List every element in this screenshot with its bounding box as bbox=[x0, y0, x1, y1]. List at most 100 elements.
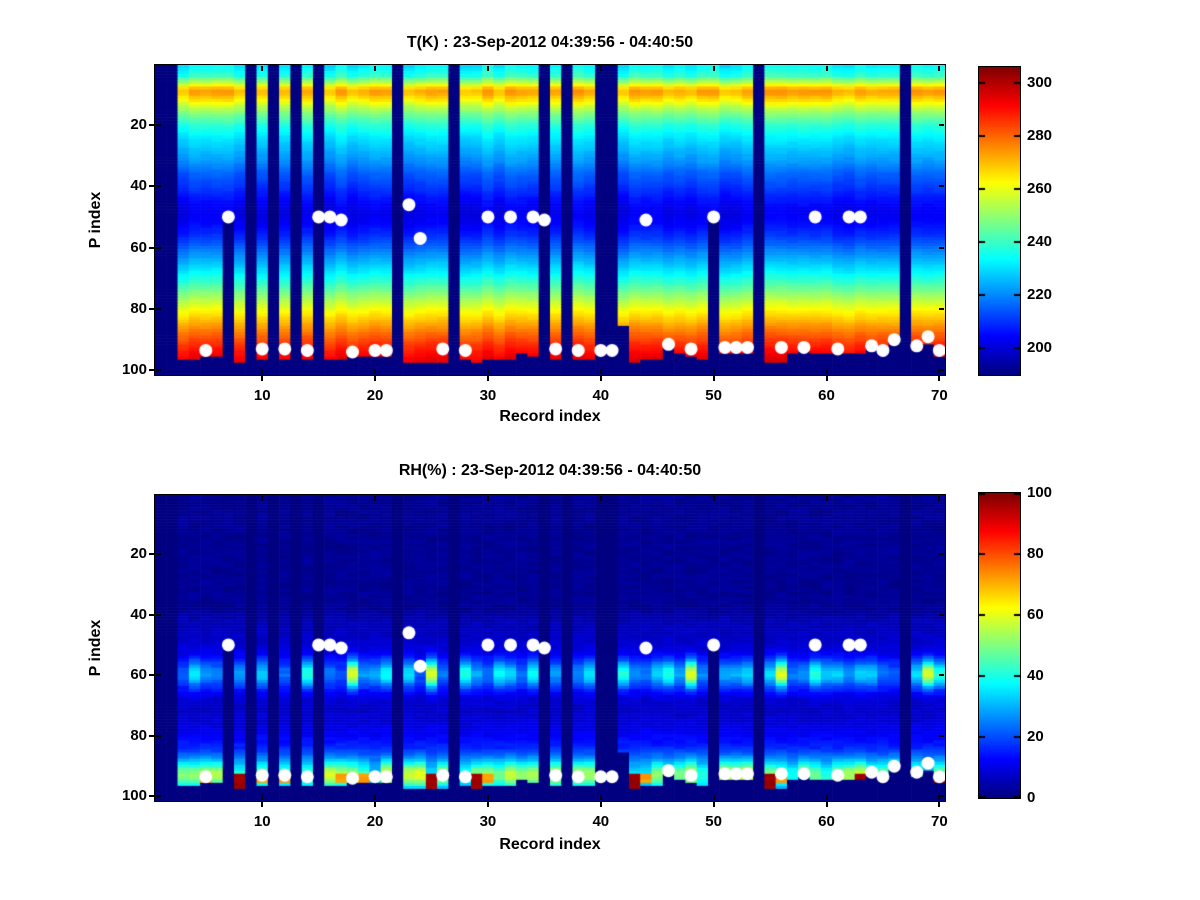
x-tick-mark bbox=[374, 376, 377, 381]
x-tick-mark bbox=[712, 369, 715, 374]
x-tick-label: 60 bbox=[818, 813, 835, 830]
colorbar-tick-label: 220 bbox=[1027, 286, 1053, 304]
y-tick-mark bbox=[149, 246, 154, 249]
x-tick-label: 10 bbox=[253, 387, 271, 404]
x-tick-mark bbox=[599, 369, 602, 374]
y-tick-mark bbox=[156, 674, 161, 677]
x-tick-mark bbox=[374, 496, 377, 501]
x-tick-mark bbox=[825, 66, 828, 71]
x-tick-mark bbox=[712, 795, 715, 800]
x-tick-mark bbox=[938, 369, 941, 374]
x-tick-mark bbox=[374, 795, 377, 800]
x-tick-mark bbox=[825, 795, 828, 800]
x-tick-mark bbox=[938, 376, 941, 381]
x-tick-label: 20 bbox=[366, 813, 384, 830]
colorbar-tick-label: 200 bbox=[1027, 339, 1053, 357]
x-tick-mark bbox=[486, 369, 489, 374]
x-tick-mark bbox=[825, 496, 828, 501]
x-tick-mark bbox=[825, 369, 828, 374]
x-tick-label: 20 bbox=[366, 387, 384, 404]
colorbar-tick-label: 300 bbox=[1027, 73, 1053, 91]
colorbar-tick-label: 260 bbox=[1027, 180, 1053, 198]
rh-plot-title: RH(%) : 23-Sep-2012 04:39:56 - 04:40:50 bbox=[398, 462, 702, 479]
x-tick-mark bbox=[712, 496, 715, 501]
x-tick-mark bbox=[261, 369, 264, 374]
colorbar-tick-label: 100 bbox=[1027, 484, 1053, 501]
y-tick-label: 80 bbox=[130, 300, 147, 317]
y-tick-mark bbox=[939, 674, 944, 677]
x-tick-label: 40 bbox=[592, 813, 610, 830]
y-tick-mark bbox=[939, 613, 944, 616]
x-tick-label: 50 bbox=[705, 813, 722, 830]
x-tick-mark bbox=[938, 802, 941, 807]
x-tick-mark bbox=[486, 376, 489, 381]
y-tick-mark bbox=[156, 246, 161, 249]
x-tick-mark bbox=[599, 795, 602, 800]
y-tick-label: 100 bbox=[121, 787, 147, 805]
x-tick-mark bbox=[261, 66, 264, 71]
colorbar-tick-label: 240 bbox=[1027, 233, 1053, 251]
x-tick-mark bbox=[374, 802, 377, 807]
y-tick-label: 100 bbox=[121, 361, 147, 379]
y-tick-label: 60 bbox=[130, 238, 147, 256]
temp-plot-title: T(K) : 23-Sep-2012 04:39:56 - 04:40:50 bbox=[406, 34, 694, 51]
y-tick-mark bbox=[939, 734, 944, 737]
y-tick-mark bbox=[149, 123, 154, 126]
temp-x-axis-label: Record index bbox=[499, 408, 601, 425]
x-tick-mark bbox=[712, 66, 715, 71]
y-tick-label: 80 bbox=[130, 726, 147, 744]
y-tick-mark bbox=[149, 369, 154, 372]
y-tick-mark bbox=[939, 185, 944, 188]
y-tick-mark bbox=[149, 185, 154, 188]
y-tick-mark bbox=[149, 795, 154, 798]
rh-x-axis-label: Record index bbox=[499, 836, 601, 853]
x-tick-label: 70 bbox=[931, 387, 948, 404]
y-tick-mark bbox=[149, 613, 154, 616]
x-tick-mark bbox=[374, 66, 377, 71]
y-tick-mark bbox=[149, 734, 154, 737]
colorbar-tick-label: 60 bbox=[1027, 606, 1044, 623]
x-tick-mark bbox=[486, 802, 489, 807]
x-tick-mark bbox=[825, 802, 828, 807]
x-tick-mark bbox=[486, 496, 489, 501]
x-tick-mark bbox=[486, 66, 489, 71]
y-tick-mark bbox=[156, 734, 161, 737]
rh-colorbar bbox=[978, 492, 1021, 799]
y-tick-mark bbox=[156, 553, 161, 556]
y-tick-label: 60 bbox=[130, 666, 147, 684]
y-tick-mark bbox=[156, 795, 161, 798]
y-tick-mark bbox=[149, 553, 154, 556]
x-tick-mark bbox=[374, 369, 377, 374]
x-tick-mark bbox=[599, 376, 602, 381]
y-tick-mark bbox=[149, 308, 154, 310]
y-tick-label: 40 bbox=[130, 177, 147, 195]
colorbar-tick-label: 20 bbox=[1027, 728, 1044, 745]
x-tick-label: 10 bbox=[253, 813, 271, 830]
rh-heatmap-canvas bbox=[154, 494, 946, 802]
y-tick-mark bbox=[156, 308, 161, 310]
x-tick-label: 30 bbox=[479, 387, 497, 404]
y-tick-mark bbox=[156, 185, 161, 188]
x-tick-label: 40 bbox=[592, 387, 610, 404]
colorbar-tick-label: 40 bbox=[1027, 667, 1044, 684]
colorbar-tick-label: 280 bbox=[1027, 127, 1053, 145]
x-tick-mark bbox=[825, 376, 828, 381]
x-tick-mark bbox=[712, 802, 715, 807]
temp-heatmap-canvas bbox=[154, 64, 946, 376]
y-tick-mark bbox=[156, 613, 161, 616]
y-tick-mark bbox=[156, 123, 161, 126]
x-tick-mark bbox=[938, 795, 941, 800]
x-tick-mark bbox=[261, 376, 264, 381]
y-tick-mark bbox=[939, 369, 944, 372]
x-tick-mark bbox=[938, 496, 941, 501]
y-tick-mark bbox=[149, 674, 154, 677]
y-tick-mark bbox=[156, 369, 161, 372]
y-tick-mark bbox=[939, 246, 944, 249]
y-tick-mark bbox=[939, 123, 944, 126]
colorbar-tick-label: 0 bbox=[1027, 789, 1036, 806]
x-tick-mark bbox=[938, 66, 941, 71]
y-tick-mark bbox=[939, 308, 944, 310]
y-tick-label: 20 bbox=[130, 545, 147, 563]
colorbar-tick-label: 80 bbox=[1027, 545, 1044, 562]
